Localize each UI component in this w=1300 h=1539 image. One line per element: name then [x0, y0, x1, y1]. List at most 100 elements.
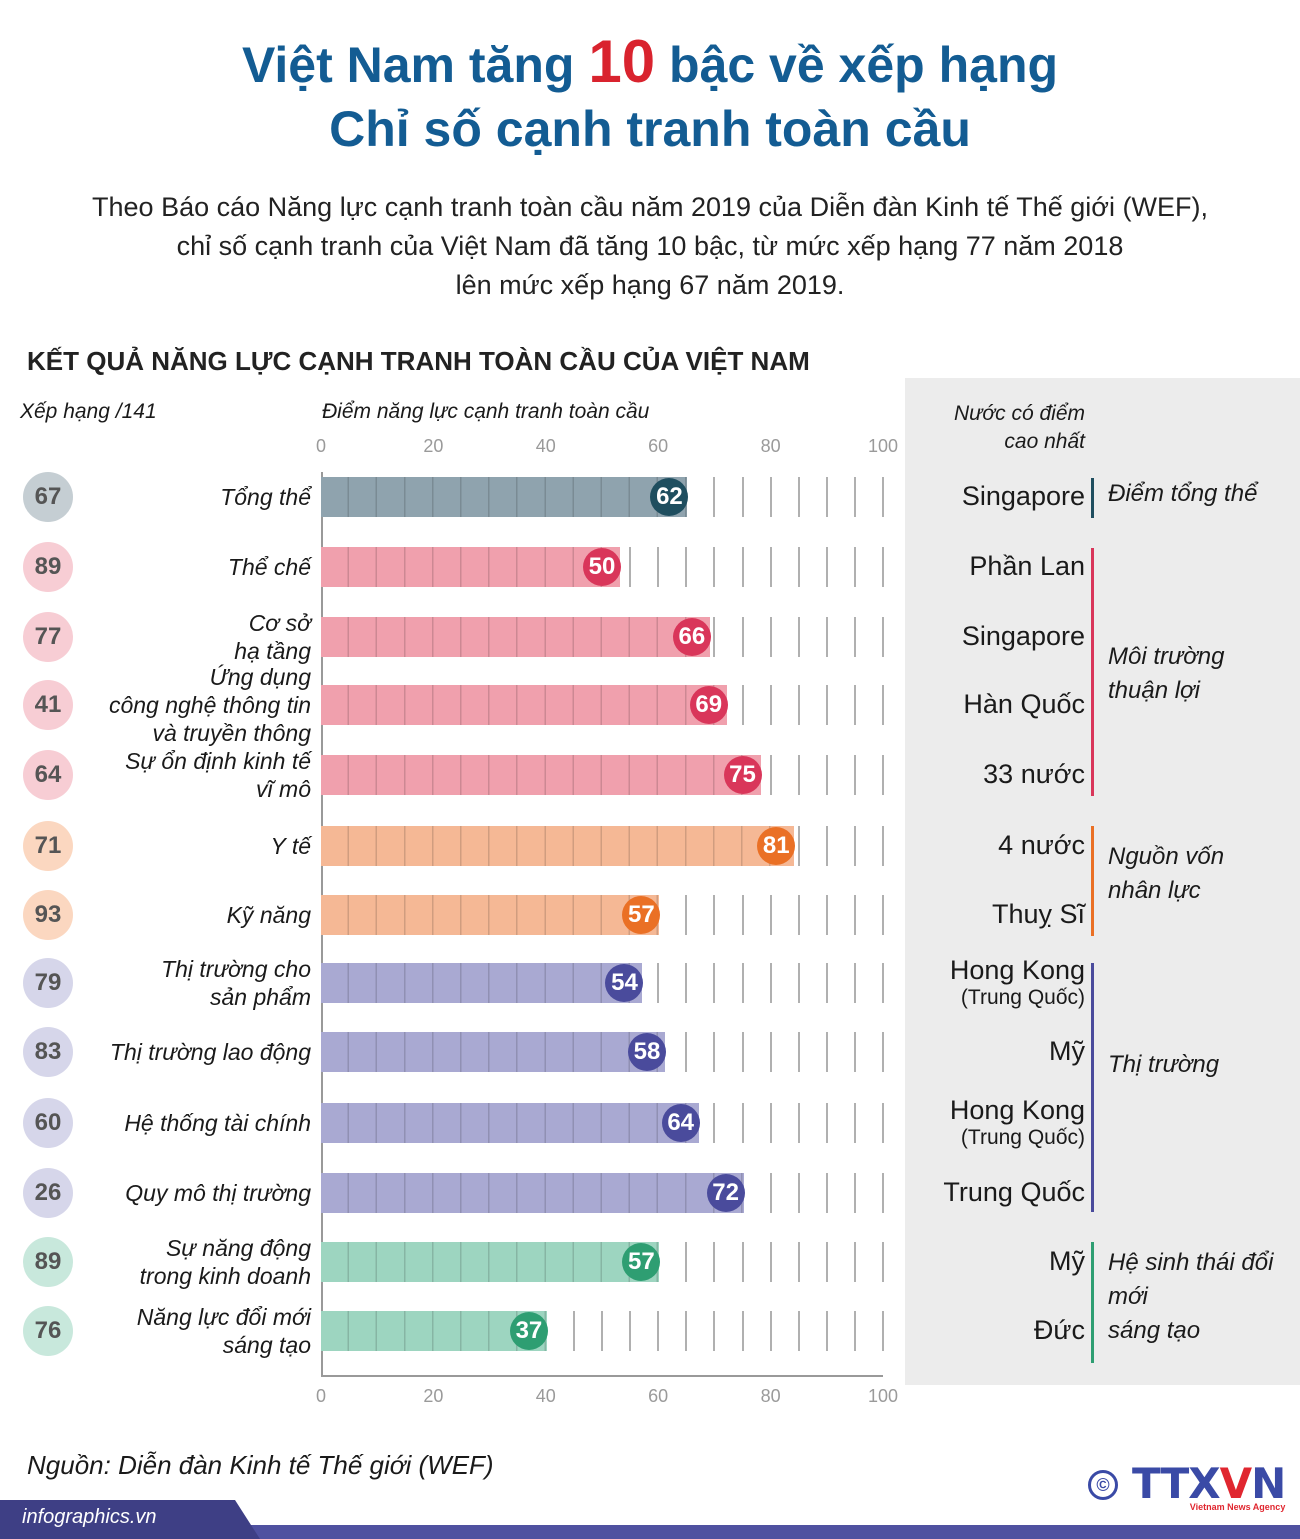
- top-country: Mỹ: [1049, 1246, 1085, 1276]
- subtitle: Theo Báo cáo Năng lực cạnh tranh toàn cầ…: [92, 192, 1208, 300]
- bar: [321, 1242, 660, 1282]
- logo-text: TTX: [1132, 1459, 1221, 1508]
- x-tick-label-bottom: 40: [535, 1386, 556, 1406]
- top-country: Singapore: [961, 481, 1085, 511]
- grid-line: [882, 1173, 884, 1213]
- grid-line: [882, 1311, 884, 1351]
- x-axis-line: [321, 1375, 883, 1377]
- bar: [321, 895, 660, 935]
- bar: [321, 755, 761, 795]
- rank-badge: 60: [23, 1098, 73, 1148]
- logo-text: N: [1251, 1459, 1286, 1508]
- grid-line: [853, 1103, 856, 1143]
- grid-line: [882, 1103, 884, 1143]
- bar-value-label: 50: [583, 548, 621, 586]
- bar-value-label: 81: [757, 827, 796, 865]
- top-country: Đức: [1033, 1315, 1085, 1345]
- group-bracket: [1091, 1242, 1094, 1363]
- grid-line: [741, 1242, 744, 1282]
- grid-line: [797, 547, 800, 587]
- grid-line: [882, 755, 884, 795]
- bar-value-label: 54: [605, 964, 644, 1002]
- grid-line: [797, 685, 800, 725]
- rank-badge: 64: [23, 750, 73, 800]
- grid-line: [657, 963, 660, 1003]
- grid-line: [741, 895, 744, 935]
- category-label: Thể chế: [227, 554, 311, 580]
- category-label: Tổng thể: [220, 484, 311, 510]
- group-label: Nguồn vốn nhân lực: [1108, 843, 1225, 904]
- grid-line: [685, 895, 688, 935]
- grid-line: [853, 547, 856, 587]
- grid-line: [797, 1032, 800, 1072]
- grid-line: [882, 895, 884, 935]
- top-country: Thuỵ Sĩ: [991, 899, 1085, 929]
- grid-line: [825, 1173, 828, 1213]
- bar-value-label: 57: [622, 896, 661, 934]
- top-country: 33 nước: [983, 759, 1085, 789]
- grid-line: [769, 1103, 772, 1143]
- category-label: Sự ổn định kinh tế vĩ mô: [125, 748, 311, 802]
- grid-line: [601, 1311, 603, 1351]
- grid-line: [825, 1032, 828, 1072]
- grid-line: [797, 963, 800, 1003]
- grid-line: [713, 617, 716, 657]
- grid-line: [741, 1311, 744, 1351]
- grid-line: [825, 755, 828, 795]
- grid-line: [825, 826, 828, 866]
- grid-line: [882, 1032, 884, 1072]
- grid-line: [882, 963, 884, 1003]
- bar: [321, 826, 795, 866]
- category-label: Quy mô thị trường: [125, 1180, 311, 1206]
- rank-badge: 71: [23, 821, 73, 871]
- grid-line: [825, 617, 828, 657]
- grid-line: [853, 1311, 856, 1351]
- rank-badge: 76: [23, 1306, 73, 1356]
- bar: [321, 1311, 547, 1351]
- site-link[interactable]: infographics.vn: [22, 1506, 157, 1528]
- grid-line: [741, 963, 744, 1003]
- grid-line: [853, 755, 856, 795]
- title-text: bậc về xếp hạng: [655, 37, 1059, 93]
- bar: [321, 547, 620, 587]
- category-label: Sự năng động trong kinh doanh: [139, 1235, 311, 1289]
- bar-value-label: 69: [689, 686, 728, 724]
- grid-line: [769, 963, 772, 1003]
- grid-line: [797, 617, 800, 657]
- rank-badge: 93: [23, 890, 73, 940]
- top-country: Hàn Quốc: [963, 689, 1085, 719]
- category-label: Cơ sở hạ tầng: [234, 610, 311, 664]
- rank-badge: 89: [23, 542, 73, 592]
- grid-line: [853, 617, 856, 657]
- x-tick-label-bottom: 100: [867, 1386, 899, 1406]
- top-country-panel: [905, 378, 1300, 1385]
- grid-line: [713, 1032, 716, 1072]
- footer-bar: [0, 1525, 1300, 1539]
- grid-line: [741, 1103, 744, 1143]
- x-tick-label-bottom: 20: [423, 1386, 444, 1406]
- title-line-2: Chỉ số cạnh tranh toàn cầu: [329, 101, 971, 157]
- grid-line: [797, 755, 800, 795]
- grid-line: [741, 685, 744, 725]
- grid-line: [769, 685, 772, 725]
- grid-line: [713, 1103, 716, 1143]
- grid-line: [853, 826, 856, 866]
- rank-badge: 77: [23, 612, 73, 662]
- x-tick-label-top: 40: [535, 436, 556, 456]
- page-title: Việt Nam tăng 10 bậc về xếp hạng Chỉ số …: [0, 30, 1300, 161]
- rank-badge: 79: [23, 958, 73, 1008]
- grid-line: [882, 477, 884, 517]
- x-tick-label-top: 0: [315, 436, 326, 456]
- grid-line: [685, 1242, 688, 1282]
- grid-line: [797, 1311, 800, 1351]
- bar-value-label: 57: [622, 1243, 661, 1281]
- grid-line: [685, 963, 688, 1003]
- bar-value-label: 75: [723, 756, 762, 794]
- grid-line: [853, 477, 856, 517]
- group-bracket: [1091, 963, 1094, 1212]
- rank-badge: 41: [23, 680, 73, 730]
- score-header: Điểm năng lực cạnh tranh toàn cầu: [322, 400, 650, 423]
- grid-line: [713, 1311, 716, 1351]
- grid-line: [769, 617, 772, 657]
- grid-line: [882, 826, 884, 866]
